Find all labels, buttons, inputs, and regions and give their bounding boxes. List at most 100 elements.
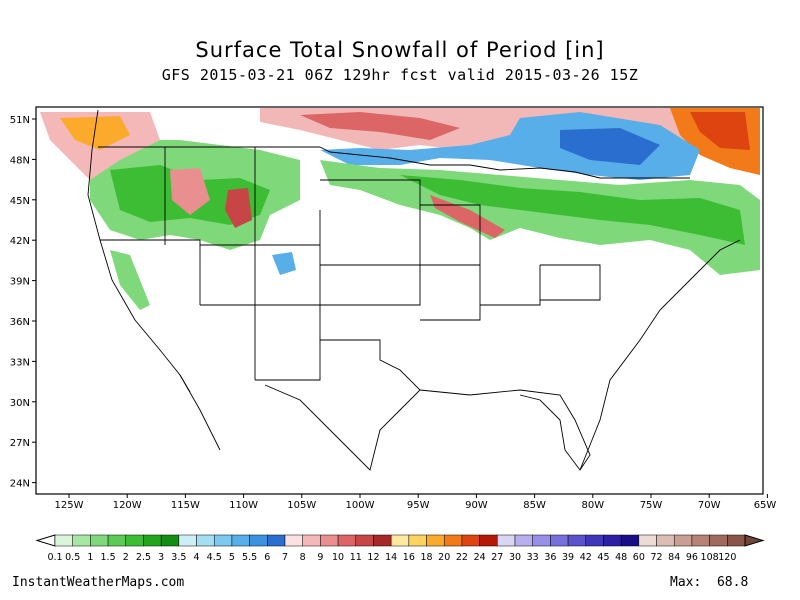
max-number: 68.8 <box>716 575 749 590</box>
lon-label: 100W <box>346 500 375 511</box>
lat-label: 51N <box>10 115 30 126</box>
legend-swatch <box>673 534 693 547</box>
legend-label: 36 <box>544 552 556 563</box>
lat-label: 30N <box>10 398 30 409</box>
legend-label: 11 <box>350 552 362 563</box>
snowfall-colorado-blue <box>272 252 296 275</box>
legend-label: 12 <box>367 552 379 563</box>
legend-high-arrow <box>744 534 765 547</box>
lon-label: 125W <box>55 500 84 511</box>
legend-label: 48 <box>615 552 627 563</box>
lon-label: 95W <box>407 500 430 511</box>
legend-swatch <box>284 534 303 547</box>
legend-label: 3.5 <box>171 552 186 563</box>
legend-swatch <box>302 534 321 547</box>
legend-swatch <box>337 534 357 547</box>
legend-swatch <box>373 534 392 547</box>
legend-label: 5.5 <box>242 552 257 563</box>
legend-swatch <box>320 534 339 547</box>
max-label: Max: <box>670 575 702 590</box>
legend-swatch <box>532 534 551 547</box>
legend-swatch <box>408 534 427 547</box>
lon-label: 85W <box>523 500 546 511</box>
lon-label: 90W <box>465 500 488 511</box>
lat-label: 24N <box>10 479 30 490</box>
legend-label: 7 <box>282 552 288 563</box>
lon-label: 70W <box>698 500 721 511</box>
legend-swatch <box>107 534 127 547</box>
legend-swatch <box>178 534 197 547</box>
legend-swatch <box>72 534 91 547</box>
legend-label: 27 <box>491 552 503 563</box>
lon-label: 110W <box>229 500 258 511</box>
legend-label: 84 <box>668 552 680 563</box>
lat-labels: 51N 48N 45N 42N 39N 36N 33N 30N 27N 24N <box>10 115 36 490</box>
state-boundaries <box>87 109 741 471</box>
snowfall-northern-blue-dark <box>560 128 660 165</box>
legend-label: 0.5 <box>65 552 80 563</box>
legend-swatch <box>90 534 109 547</box>
legend-swatch <box>231 534 250 547</box>
legend-low-arrow <box>35 534 56 547</box>
legend-label: 18 <box>420 552 432 563</box>
legend-label: 9 <box>317 552 323 563</box>
map-subtitle: GFS 2015-03-21 06Z 129hr fcst valid 2015… <box>161 66 639 84</box>
max-value: Max: 68.8 <box>670 575 748 590</box>
legend-swatch <box>249 534 268 547</box>
lat-label: 27N <box>10 438 30 449</box>
legend-label: 96 <box>686 552 698 563</box>
lat-label: 36N <box>10 317 30 328</box>
legend-label: 60 <box>633 552 645 563</box>
legend-swatch <box>443 534 463 547</box>
legend-swatch <box>585 534 604 547</box>
map-frame <box>35 106 764 495</box>
legend-swatch <box>638 534 657 547</box>
legend-label: 108 <box>701 552 719 563</box>
legend-swatch <box>691 534 710 547</box>
lat-label: 42N <box>10 236 30 247</box>
legend-swatch <box>620 534 640 547</box>
legend-label: 5 <box>229 552 235 563</box>
legend-label: 120 <box>718 552 736 563</box>
legend-label: 14 <box>385 552 397 563</box>
legend-swatch <box>479 534 498 547</box>
legend-label: 30 <box>509 552 521 563</box>
legend-label: 72 <box>650 552 662 563</box>
legend-swatch <box>160 534 180 547</box>
snowfall-northeast-red <box>690 112 750 150</box>
legend-swatch <box>603 534 622 547</box>
snowfall-lakes-green-dark <box>400 175 745 245</box>
legend-swatch <box>54 534 73 547</box>
snowfall-rockies-pink <box>170 168 210 215</box>
legend-swatch <box>213 534 233 547</box>
lon-label: 80W <box>581 500 604 511</box>
legend-label: 4.5 <box>207 552 222 563</box>
legend-label: 6 <box>264 552 270 563</box>
lon-label: 65W <box>754 500 777 511</box>
legend-swatch <box>567 534 587 547</box>
legend-label: 0.1 <box>47 552 62 563</box>
legend-label: 2.5 <box>136 552 151 563</box>
legend-label: 45 <box>597 552 609 563</box>
legend-swatch <box>267 534 286 547</box>
legend-label: 24 <box>474 552 486 563</box>
snowfall-fields <box>40 108 760 310</box>
legend-swatch <box>461 534 480 547</box>
lon-label: 115W <box>171 500 200 511</box>
legend-label: 20 <box>438 552 450 563</box>
legend-label: 42 <box>580 552 592 563</box>
lon-labels: 125W 120W 115W 110W 105W 100W 95W 90W 85W 80W 75W 7… <box>55 494 777 511</box>
legend-label: 1 <box>87 552 93 563</box>
legend-label: 2 <box>123 552 129 563</box>
legend-swatch <box>196 534 215 547</box>
legend-swatch <box>125 534 144 547</box>
snowfall-sierra-green <box>110 250 150 310</box>
legend-swatch <box>656 534 675 547</box>
lat-label: 48N <box>10 155 30 166</box>
legend-swatch <box>709 534 728 547</box>
legend-swatch <box>355 534 374 547</box>
legend-swatch <box>497 534 516 547</box>
legend-swatch <box>390 534 410 547</box>
site-credit: InstantWeatherMaps.com <box>12 575 185 590</box>
